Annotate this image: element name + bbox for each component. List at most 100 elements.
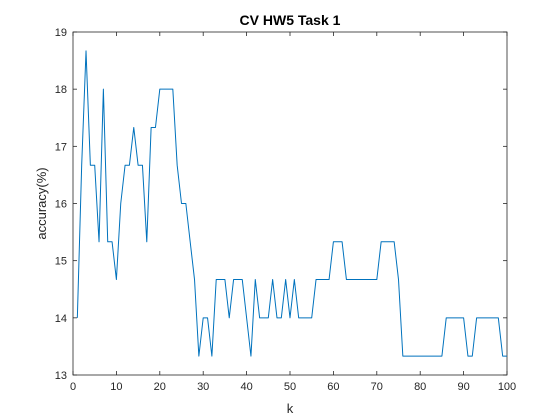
data-point [372, 279, 373, 280]
data-point [493, 317, 494, 318]
data-point [350, 279, 351, 280]
data-point [116, 279, 117, 280]
data-point [480, 317, 481, 318]
data-point [164, 89, 165, 90]
data-point [207, 317, 208, 318]
data-point [302, 317, 303, 318]
plot-area [72, 31, 508, 376]
data-point [211, 356, 212, 357]
data-point [98, 241, 99, 242]
y-tick-label: 18 [55, 84, 67, 96]
data-point [81, 165, 82, 166]
data-point [103, 89, 104, 90]
data-point [190, 241, 191, 242]
data-point [255, 279, 256, 280]
data-point [467, 356, 468, 357]
y-axis-label: accuracy(%) [34, 167, 49, 239]
data-point [242, 279, 243, 280]
data-point [315, 279, 316, 280]
data-point [259, 317, 260, 318]
data-point [185, 203, 186, 204]
data-point [155, 127, 156, 128]
data-point [394, 241, 395, 242]
data-point [237, 279, 238, 280]
data-point [337, 241, 338, 242]
y-tick-label: 17 [55, 141, 67, 153]
data-point [194, 279, 195, 280]
data-point [181, 203, 182, 204]
x-tick-label: 80 [414, 381, 426, 393]
y-tick-label: 19 [55, 27, 67, 39]
data-point [346, 279, 347, 280]
data-point [268, 317, 269, 318]
data-point [146, 241, 147, 242]
data-point [359, 279, 360, 280]
data-point [233, 279, 234, 280]
y-tick-label: 16 [55, 199, 67, 211]
x-tick-label: 40 [240, 381, 252, 393]
data-point [94, 165, 95, 166]
data-point [398, 279, 399, 280]
data-point [172, 89, 173, 90]
data-point [129, 165, 130, 166]
data-point [498, 317, 499, 318]
data-point [85, 50, 86, 51]
data-point [463, 317, 464, 318]
data-point [385, 241, 386, 242]
data-point [168, 89, 169, 90]
data-point [355, 279, 356, 280]
data-point [506, 356, 507, 357]
data-point [389, 241, 390, 242]
x-tick-label: 0 [70, 381, 76, 393]
x-axis-label: k [287, 401, 294, 416]
data-point [198, 356, 199, 357]
data-point [333, 241, 334, 242]
data-point [433, 356, 434, 357]
data-point [229, 317, 230, 318]
chart-title: CV HW5 Task 1 [240, 12, 341, 28]
data-point [151, 127, 152, 128]
x-tick-label: 90 [457, 381, 469, 393]
data-point [368, 279, 369, 280]
x-tick-label: 30 [197, 381, 209, 393]
data-point [220, 279, 221, 280]
data-point [459, 317, 460, 318]
data-point [428, 356, 429, 357]
data-point [411, 356, 412, 357]
data-point [133, 127, 134, 128]
data-point [450, 317, 451, 318]
data-point [294, 279, 295, 280]
x-tick-label: 50 [284, 381, 296, 393]
data-point [138, 165, 139, 166]
data-point [476, 317, 477, 318]
y-tick-label: 14 [55, 313, 67, 325]
data-point [415, 356, 416, 357]
data-point [177, 165, 178, 166]
data-point [376, 279, 377, 280]
data-point [307, 317, 308, 318]
data-point [320, 279, 321, 280]
data-point [502, 356, 503, 357]
series-line [76, 50, 507, 357]
data-point [420, 356, 421, 357]
data-point [276, 317, 277, 318]
data-point [159, 89, 160, 90]
data-point [472, 356, 473, 357]
data-point [328, 279, 329, 280]
data-point [441, 356, 442, 357]
x-tick-label: 20 [154, 381, 166, 393]
data-point [107, 241, 108, 242]
data-point [454, 317, 455, 318]
data-point [224, 279, 225, 280]
data-point [263, 317, 264, 318]
data-point [402, 356, 403, 357]
y-tick-label: 13 [55, 370, 67, 382]
data-point [216, 279, 217, 280]
x-tick-label: 60 [327, 381, 339, 393]
data-point [363, 279, 364, 280]
data-point [120, 203, 121, 204]
data-point [424, 356, 425, 357]
x-tick-label: 100 [498, 381, 516, 393]
data-point [124, 165, 125, 166]
